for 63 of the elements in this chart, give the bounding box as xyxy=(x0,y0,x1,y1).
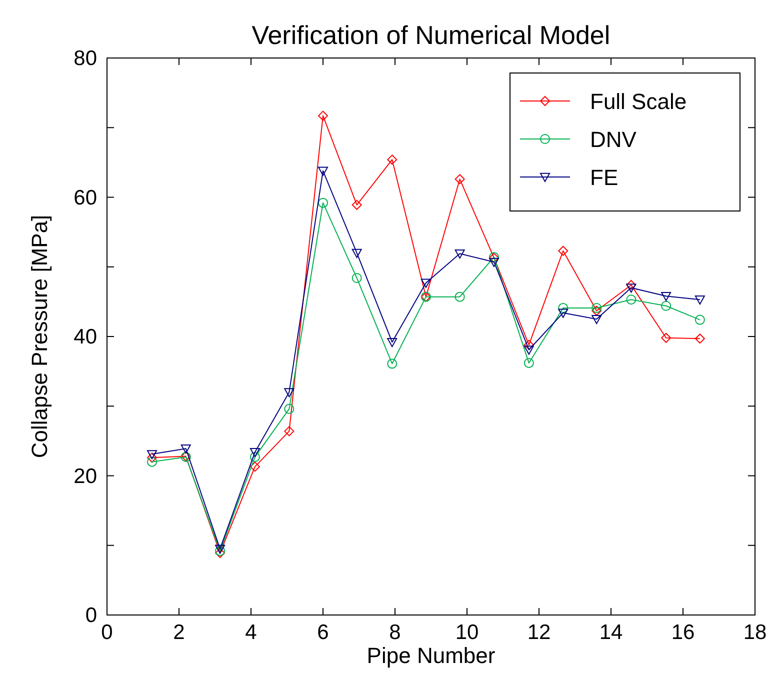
point xyxy=(694,334,705,344)
point xyxy=(250,448,260,458)
legend-label: Full Scale xyxy=(590,89,687,114)
point xyxy=(284,426,294,436)
point xyxy=(454,174,465,184)
x-tick-label: 12 xyxy=(527,621,551,644)
point xyxy=(592,302,602,313)
point xyxy=(420,278,431,288)
point xyxy=(318,198,328,208)
point xyxy=(215,548,226,558)
point xyxy=(147,456,157,467)
point xyxy=(558,308,568,318)
point xyxy=(524,358,534,368)
chart-title: Verification of Numerical Model xyxy=(252,20,610,50)
point xyxy=(592,306,602,316)
x-tick-label: 0 xyxy=(101,621,113,644)
point xyxy=(352,248,362,258)
point xyxy=(694,296,705,305)
point xyxy=(626,294,636,305)
point xyxy=(558,246,568,256)
x-tick-label: 16 xyxy=(671,621,695,644)
y-tick-label: 40 xyxy=(74,326,97,348)
point xyxy=(524,346,534,355)
point xyxy=(147,450,157,460)
point xyxy=(147,452,157,463)
point xyxy=(180,444,191,454)
x-tick-label: 8 xyxy=(389,621,401,644)
point xyxy=(387,358,398,369)
x-tick-label: 6 xyxy=(317,621,329,644)
y-tick-label: 80 xyxy=(74,47,97,70)
y-axis-title: Collapse Pressure [MPa] xyxy=(27,214,52,458)
point xyxy=(626,280,636,290)
legend-label: DNV xyxy=(590,127,637,152)
point xyxy=(661,332,672,343)
point xyxy=(318,166,328,176)
point xyxy=(250,462,260,472)
point xyxy=(489,258,499,267)
x-axis-title: Pipe Number xyxy=(366,643,496,668)
point xyxy=(284,388,294,398)
point xyxy=(454,250,465,259)
point xyxy=(284,404,294,414)
point xyxy=(661,300,672,311)
x-tick-label: 18 xyxy=(743,621,767,644)
x-tick-label: 4 xyxy=(245,621,258,644)
y-tick-label: 0 xyxy=(85,604,97,627)
y-tick-label: 60 xyxy=(74,186,97,210)
point xyxy=(558,302,568,313)
point xyxy=(661,292,672,302)
point xyxy=(250,452,260,462)
legend-label: FE xyxy=(590,165,618,190)
point xyxy=(387,338,398,348)
x-tick-label: 2 xyxy=(173,621,185,644)
x-tick-label: 14 xyxy=(599,621,623,644)
x-tick-label: 10 xyxy=(455,621,479,644)
y-tick-label: 20 xyxy=(74,464,97,488)
point xyxy=(626,284,636,293)
point xyxy=(318,110,328,121)
point xyxy=(694,314,705,325)
point xyxy=(352,200,362,210)
point xyxy=(352,273,362,284)
point xyxy=(387,154,398,165)
point xyxy=(592,314,602,324)
point xyxy=(454,292,465,302)
